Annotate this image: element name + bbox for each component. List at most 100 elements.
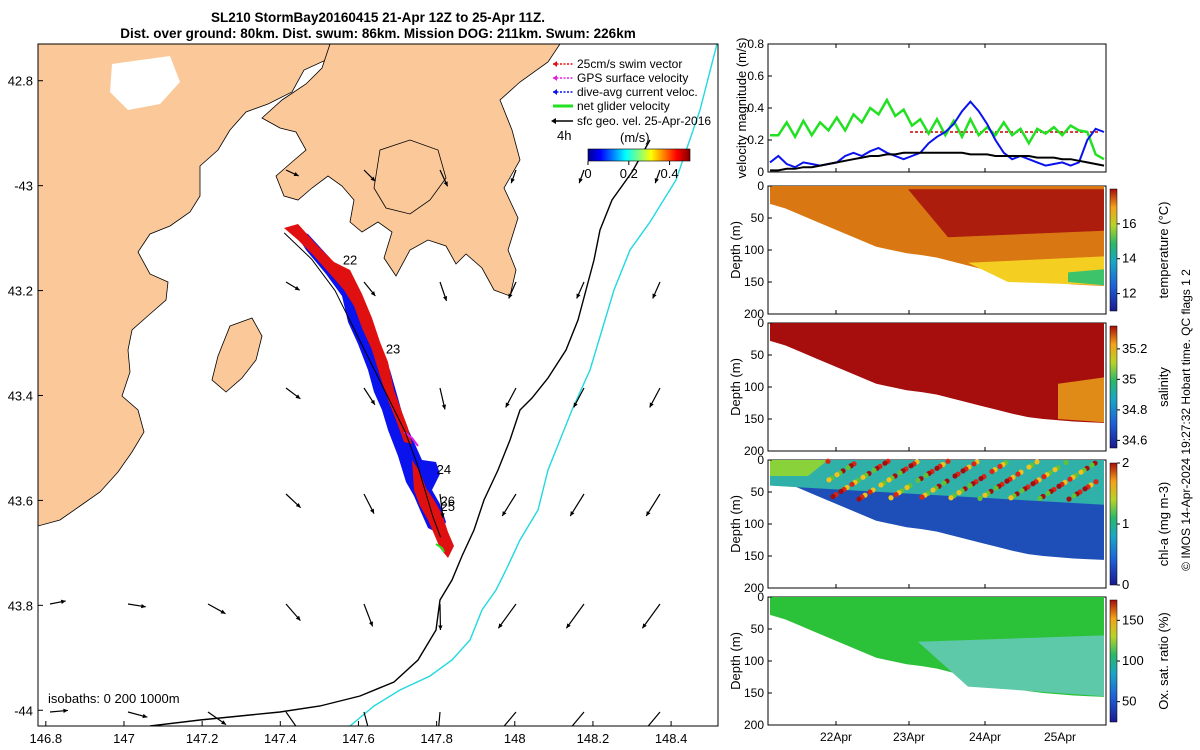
title-line-1: SL210 StormBay20160415 21-Apr 12Z to 25-… (211, 10, 545, 25)
geo-arrow-head (562, 733, 567, 738)
map-xtick-label: 148.4 (655, 731, 688, 746)
section-ytick-label: 200 (744, 581, 764, 595)
legend-label-sfcgeo: sfc geo. vel. 25-Apr-2016 (577, 114, 711, 128)
colorbar-label: salinity (1156, 367, 1171, 407)
geo-arrow-head (295, 502, 301, 508)
land-mainland (38, 44, 331, 527)
sal-fresh-bottom (1058, 377, 1104, 423)
section-ytick-label: 200 (744, 307, 764, 321)
colorbar-label: temperature (°C) (1156, 202, 1171, 299)
dive-avg-current-swath (292, 228, 446, 534)
geo-arrow-head (654, 178, 659, 184)
colorbar-tick-label: 2 (1122, 455, 1129, 470)
chl-sample-dot (1093, 479, 1099, 485)
colorbar-tick-label: 100 (1122, 653, 1144, 668)
chl-sample-dot (886, 477, 892, 483)
velocity-ticks: 0 0.2 0.4 0.6 0.8 (747, 37, 986, 179)
swim-vector-swath (284, 224, 412, 444)
geo-arrow-shaft (503, 711, 517, 726)
map-xtick-label: 147.6 (342, 731, 375, 746)
chl-sample-dot (1037, 495, 1043, 501)
section-ytick-label: 0 (757, 179, 764, 193)
section-ytick-label: 0 (757, 453, 764, 467)
chl-sample-dot (838, 488, 844, 494)
colorbar-tick-label: 14 (1122, 251, 1136, 266)
chl-sample-dot (956, 490, 962, 496)
geo-arrow-shaft (363, 711, 369, 726)
colorbar-tick-label: 34.6 (1122, 432, 1147, 447)
geo-arrow-head (508, 293, 513, 299)
section-ytick-label: 100 (744, 517, 764, 531)
section-ylabel: Depth (m) (728, 358, 743, 416)
colorbar-label: Ox. sat. ratio (%) (1156, 612, 1171, 710)
legend-arrow-note: 4h (557, 128, 571, 143)
geo-arrow-head (221, 720, 227, 725)
chl-sample-dot (923, 472, 929, 478)
map-xtick-label: 146.8 (30, 731, 63, 746)
colorbar-tick-label: 35 (1122, 371, 1136, 386)
day-label: 24 (437, 462, 451, 477)
section-colorbar (1109, 188, 1118, 312)
geo-arrow-head (140, 603, 146, 609)
chl-sample-dot (1067, 476, 1073, 482)
chl-sample-dot (993, 485, 999, 491)
geo-arrow-head (370, 508, 374, 514)
isobath-200m (149, 139, 651, 726)
colorbar-tick-label: 12 (1122, 286, 1136, 301)
section-ytick-label: 50 (751, 211, 765, 225)
section-ytick-label: 150 (744, 549, 764, 563)
section-ytick-label: 50 (751, 485, 765, 499)
velocity-panel: 0 0.2 0.4 0.6 0.8 velocity magnitude (m/s) (734, 37, 1107, 179)
side-note: © IMOS 14-Apr-2024 19:27:32 Hobart time.… (1179, 269, 1193, 571)
colorbar-label: chl-a (mg m-3) (1156, 482, 1171, 567)
temp-cold-bottom (1068, 269, 1104, 286)
geo-arrow-shaft (641, 603, 661, 629)
vel-ytick-label: 0.8 (747, 37, 764, 51)
legend-cb-tick-label: 0.4 (661, 166, 679, 181)
map-ytick-label: 43.4 (8, 388, 33, 403)
geo-arrow-head (510, 178, 515, 184)
chl-sample-dot (967, 483, 973, 489)
day-label: 22 (343, 252, 357, 267)
geo-arrow-head (566, 623, 571, 629)
chl-sample-dot (971, 461, 977, 467)
geo-arrow-shaft (647, 711, 661, 726)
geo-arrow-head (438, 625, 443, 630)
chl-sample-dot (1034, 459, 1040, 465)
land-inlet-cut (110, 56, 180, 110)
section-fill (770, 323, 1104, 423)
chl-sample-dot (1066, 496, 1072, 502)
chl-sample-dot (1030, 481, 1036, 487)
chl-sample-dot (945, 458, 951, 464)
chl-sample-dot (897, 470, 903, 476)
chl-sample-dot (1078, 469, 1084, 475)
geo-arrow-head (370, 176, 376, 182)
section-ytick-label: 150 (744, 412, 764, 426)
land-forestier-island (373, 139, 447, 215)
colorbar-tick-label: 35.2 (1122, 341, 1147, 356)
section-xtick-label: 23Apr (893, 730, 925, 744)
geo-arrow-head (370, 399, 375, 405)
chl-sample-dot (952, 473, 958, 479)
chl-sample-dot (1063, 459, 1069, 466)
legend-cb-tick-label: 0 (584, 166, 591, 181)
chl-sample-dot (893, 491, 899, 498)
colorbar-tick-label: 0 (1122, 577, 1129, 592)
chl-sample-dot (888, 495, 894, 501)
section-ytick-label: 200 (744, 718, 764, 732)
land-inlet-cut-2 (236, 146, 270, 190)
geo-arrow-head (295, 615, 301, 621)
velocity-series (769, 97, 1105, 172)
chl-sample-dot (882, 460, 888, 466)
legend-colorbar-ticks: 0 0.2 0.4 (584, 161, 679, 181)
chl-sample-dot (1056, 483, 1062, 489)
chl-sample-dot (845, 465, 851, 471)
section-xtick-label: 24Apr (969, 730, 1001, 744)
colorbar-tick-label: 1 (1122, 516, 1129, 531)
temp-warm-core (908, 189, 1104, 238)
chl-sample-dot (934, 465, 940, 471)
colorbar-tick-label: 34.8 (1122, 402, 1147, 417)
colorbar-tick-label: 50 (1122, 694, 1136, 709)
